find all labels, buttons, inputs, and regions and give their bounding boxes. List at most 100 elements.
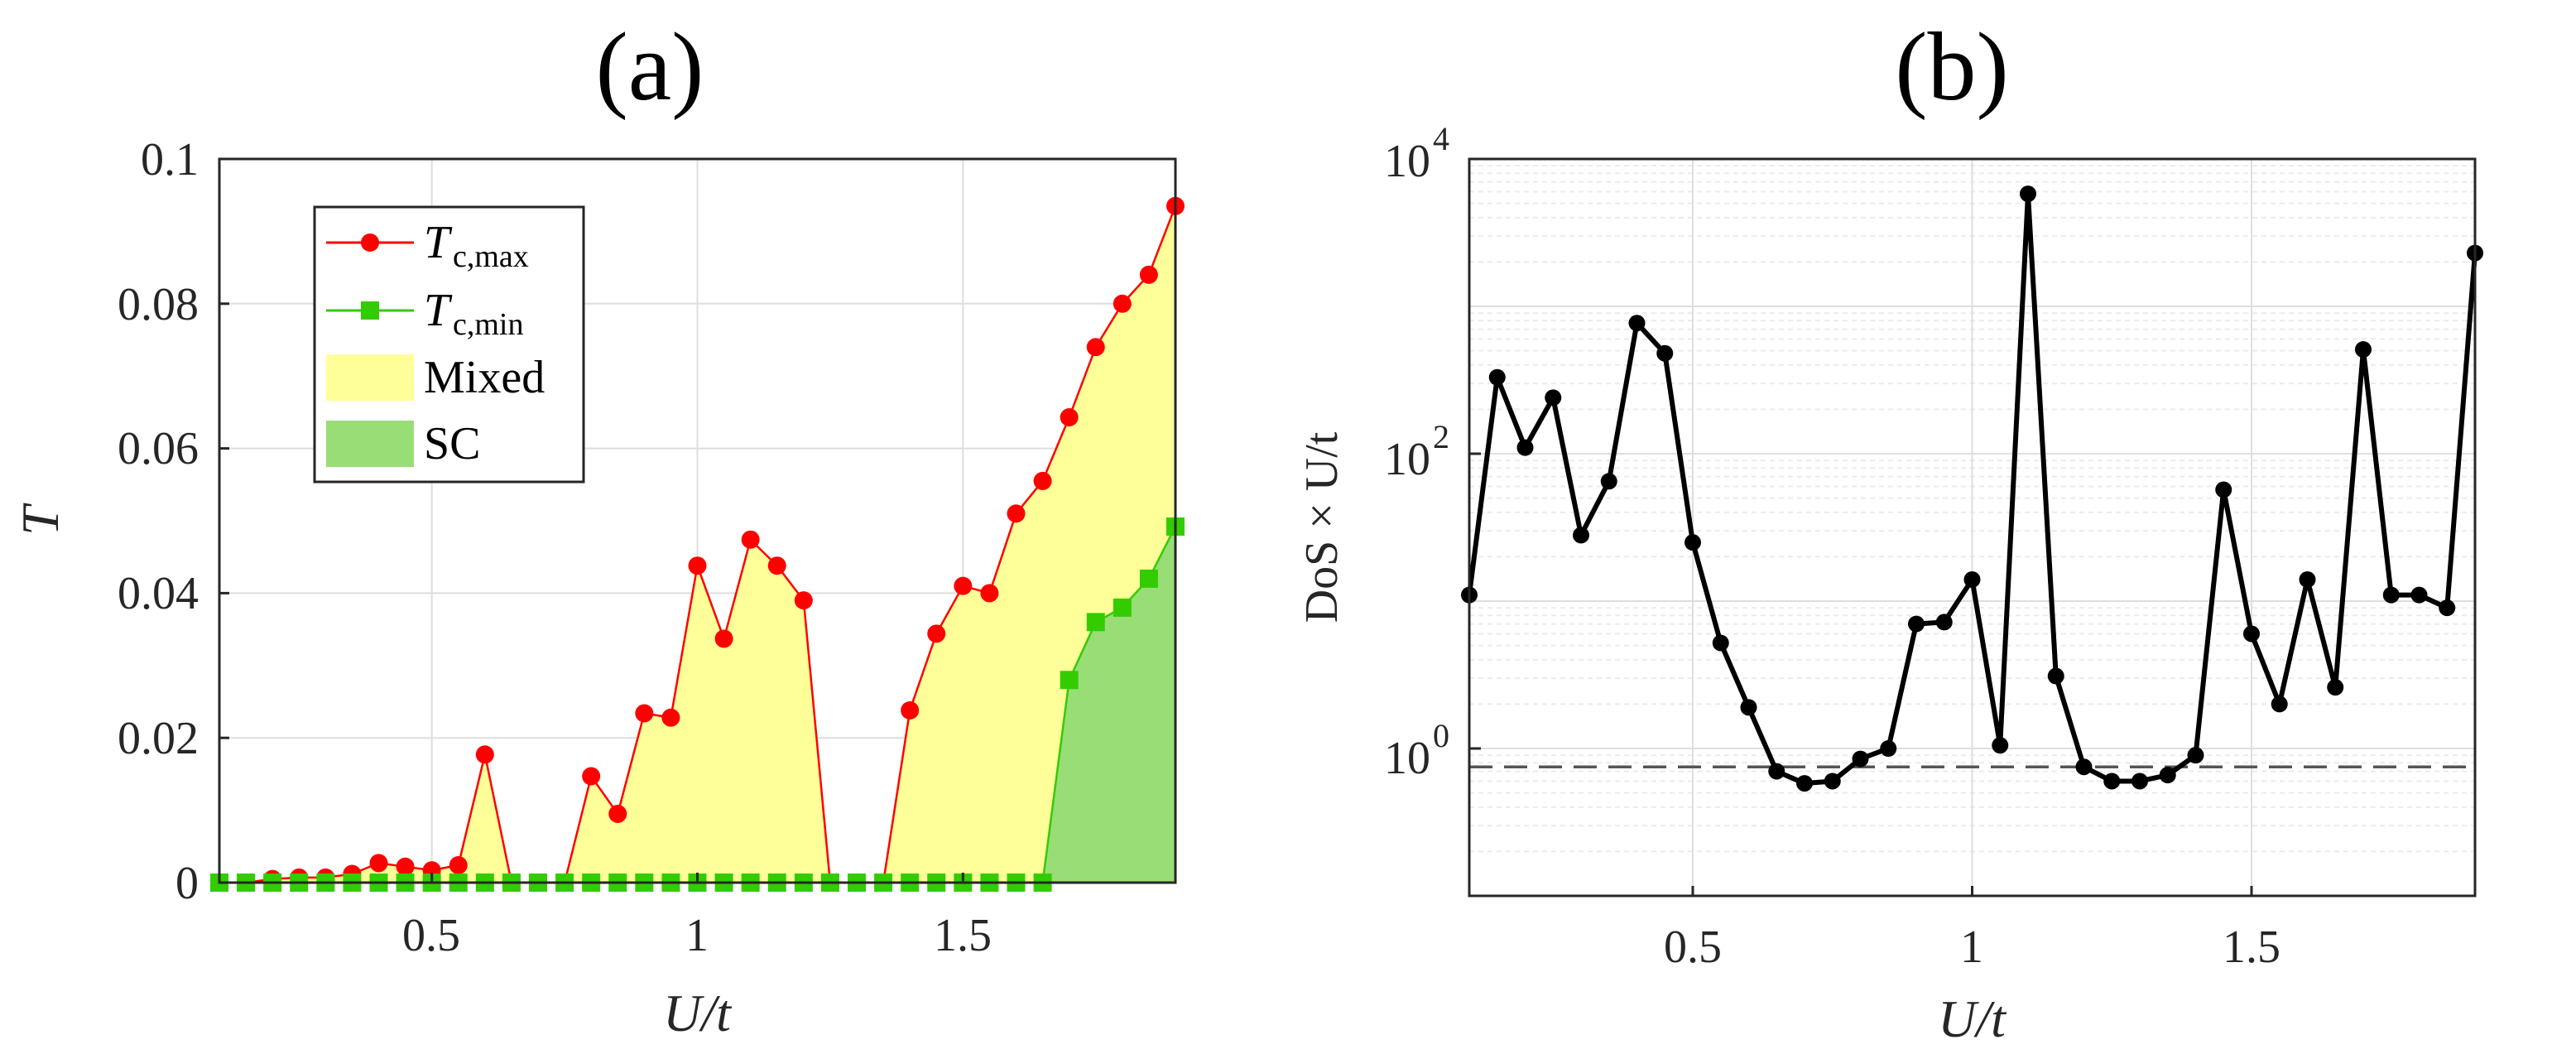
- legend-sc-label: SC: [424, 418, 481, 469]
- panel-b-xtick-label: 1: [1960, 922, 1983, 973]
- panel-b-xlabel: U/t: [1938, 989, 2007, 1048]
- panel-b-xtick-label: 0.5: [1664, 922, 1722, 973]
- legend-mixed-label: Mixed: [424, 352, 545, 403]
- dos-point: [2439, 599, 2456, 617]
- tcmax-point: [1086, 338, 1105, 357]
- legend-tcmin-label: T: [424, 285, 453, 336]
- legend-sc-swatch: [326, 421, 414, 467]
- panel-a-title: (a): [596, 12, 704, 121]
- panel-b-ytick-base: 10: [1384, 434, 1430, 485]
- dos-point: [1656, 344, 1674, 362]
- panel-b-ytick-exponent: 2: [1433, 418, 1449, 455]
- tcmin-point: [1086, 613, 1105, 632]
- tcmin-point: [1139, 569, 1158, 588]
- dos-point: [2047, 667, 2064, 685]
- panel-a-ytick-label: 0.1: [141, 134, 199, 185]
- tcmax-point: [1060, 408, 1079, 427]
- panel-b-chart: 10 0 10 2 10 4 0.5 1 1.5 U/t DoS × U/t: [1296, 120, 2483, 1048]
- dos-point: [1740, 699, 1757, 716]
- panel-a-xlabel: U/t: [663, 984, 733, 1042]
- tcmax-point: [741, 530, 760, 549]
- legend-tcmax-label: T: [424, 217, 453, 268]
- dos-point: [2020, 185, 2036, 203]
- tcmax-point: [608, 804, 627, 823]
- dos-point: [2299, 570, 2316, 588]
- panel-b-ticks: [1469, 157, 2253, 896]
- dos-point: [2215, 481, 2232, 498]
- dos-point: [1796, 775, 1813, 792]
- legend-tcmax-subscript: c,max: [453, 239, 529, 274]
- tcmax-point: [582, 767, 601, 786]
- panel-a-ytick-label: 0: [175, 858, 199, 909]
- dos-point: [1545, 389, 1562, 407]
- dos-point: [2243, 625, 2260, 643]
- dos-point: [1628, 315, 1646, 332]
- panel-a-ticks: [219, 157, 964, 884]
- dos-point: [1600, 473, 1617, 490]
- tcmax-point: [475, 745, 494, 764]
- panel-a-xtick-label: 1.5: [934, 910, 992, 961]
- tcmax-point: [954, 576, 973, 595]
- dos-point: [1768, 763, 1785, 780]
- dos-point: [2410, 586, 2428, 604]
- panel-b-ylabel: DoS × U/t: [1296, 431, 1348, 623]
- tcmax-point: [661, 708, 680, 727]
- tcmin-point: [1113, 598, 1132, 617]
- legend-mixed-swatch: [326, 354, 414, 401]
- panel-a-ylabel: T: [11, 503, 70, 536]
- tcmax-point: [794, 591, 813, 610]
- panel-b-grid: [1469, 159, 2475, 896]
- panel-a-legend: T c,max T c,min Mixed SC: [313, 205, 585, 484]
- dos-point: [1712, 634, 1729, 652]
- tcmax-point: [1007, 504, 1026, 523]
- mixed-area: [219, 205, 1175, 883]
- tcmax-point: [369, 854, 388, 873]
- dos-point: [1488, 368, 1506, 386]
- dos-point: [2075, 758, 2093, 776]
- panel-a-area-fills: [219, 205, 1175, 883]
- panel-a-chart: 0 0.02 0.04 0.06 0.08 0.1 0.5 1 1.5 U/t …: [11, 134, 1185, 1042]
- tcmax-point: [980, 584, 999, 603]
- dos-point: [1880, 740, 1897, 757]
- panel-b-ytick-base: 10: [1384, 733, 1430, 784]
- tcmax-point: [1139, 265, 1158, 284]
- sc-area: [219, 526, 1175, 883]
- legend-tcmin-subscript: c,min: [453, 307, 523, 342]
- tcmin-point: [1060, 671, 1079, 690]
- dos-point: [2131, 772, 2148, 790]
- tcmax-point: [927, 624, 946, 643]
- dos-point: [1935, 614, 1953, 631]
- panel-a-ytick-label: 0.04: [118, 568, 199, 619]
- tcmax-point: [1113, 294, 1132, 313]
- panel-b-ytick-exponent: 0: [1433, 717, 1449, 754]
- tcmax-point: [714, 629, 733, 648]
- panel-b-xtick-label: 1.5: [2223, 922, 2280, 973]
- panel-a-ytick-label: 0.08: [118, 279, 199, 330]
- dos-point: [1852, 750, 1869, 768]
- dos-point: [2382, 586, 2400, 604]
- dos-point: [1573, 527, 1589, 544]
- panel-b-ytick-exponent: 4: [1433, 120, 1449, 157]
- dos-point: [1824, 772, 1841, 790]
- dos-point: [2327, 679, 2344, 696]
- dos-point: [2355, 341, 2372, 359]
- dos-point: [1992, 737, 2009, 754]
- dos-point: [1516, 439, 1534, 456]
- dos-point: [1908, 615, 1925, 633]
- dos-point: [1963, 570, 1981, 588]
- tcmax-point: [1033, 471, 1052, 490]
- tcmax-point: [901, 700, 920, 720]
- panel-b-markers: [1461, 185, 2483, 792]
- panel-a-xtick-label: 0.5: [402, 910, 460, 961]
- tcmax-point: [688, 556, 707, 575]
- tcmax-point: [767, 556, 786, 575]
- panel-a-xtick-label: 1: [685, 910, 709, 961]
- dos-point: [2271, 695, 2288, 713]
- panel-b-title: (b): [1895, 12, 2009, 121]
- tcmax-point: [396, 857, 415, 876]
- dos-point: [1684, 534, 1701, 551]
- panel-a-ytick-label: 0.02: [118, 713, 199, 764]
- tcmax-point: [635, 704, 654, 723]
- panel-b-ytick-base: 10: [1384, 136, 1430, 187]
